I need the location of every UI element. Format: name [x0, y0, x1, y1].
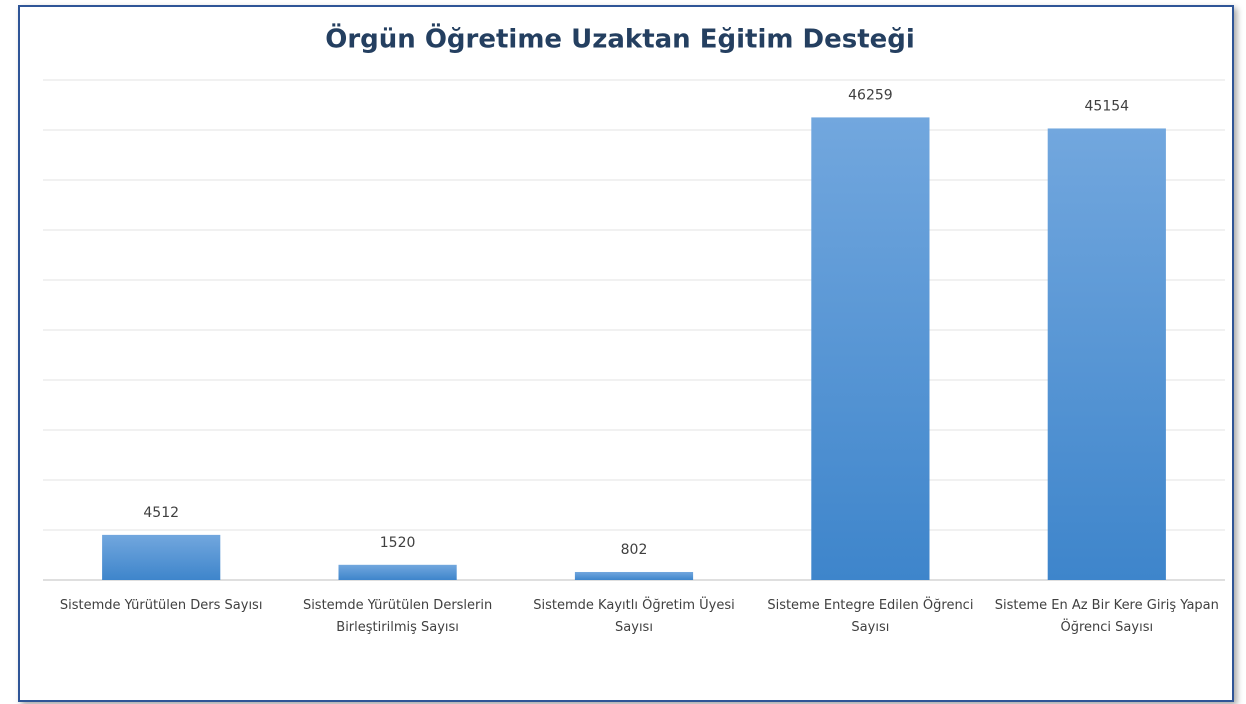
data-label: 45154 — [1085, 98, 1130, 114]
bar — [811, 117, 930, 580]
x-tick-label: Sistemde Yürütülen Derslerin Birleştiril… — [302, 598, 493, 635]
data-label: 1520 — [380, 535, 416, 551]
x-tick-label: Sisteme En Az Bir Kere Giriş Yapan Öğren… — [994, 598, 1219, 635]
data-label: 802 — [621, 542, 648, 558]
x-tick-label: Sistemde Yürütülen Ders Sayısı — [59, 598, 263, 613]
chart-frame — [18, 5, 1234, 702]
bar — [574, 571, 694, 580]
x-tick-label: Sistemde Kayıtlı Öğretim Üyesi Sayısı — [533, 598, 735, 635]
bar — [102, 534, 221, 580]
bar — [1047, 128, 1166, 580]
chart-title: Örgün Öğretime Uzaktan Eğitim Desteği — [325, 22, 915, 55]
data-label: 4512 — [143, 505, 179, 521]
data-label: 46259 — [848, 87, 893, 103]
bar — [338, 564, 457, 580]
x-tick-label: Sisteme Entegre Edilen Öğrenci Sayısı — [767, 598, 974, 635]
